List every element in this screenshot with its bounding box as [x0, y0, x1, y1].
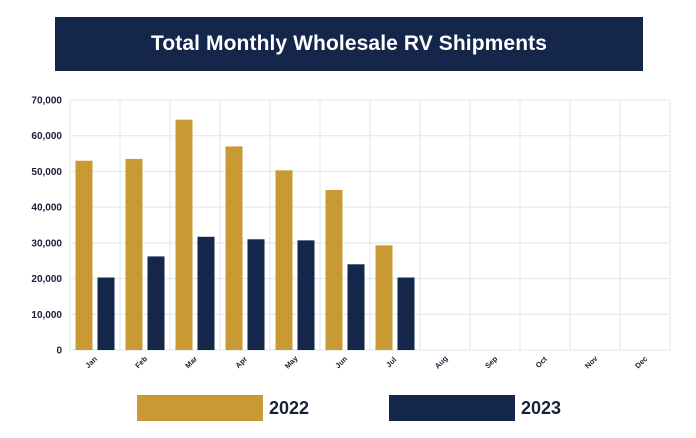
bar-2023-apr — [247, 239, 265, 350]
x-tick-label: Dec — [633, 354, 649, 370]
bar-2023-may — [297, 240, 315, 350]
x-tick-label: Mar — [183, 354, 199, 370]
x-tick-label: Aug — [433, 354, 450, 371]
bar-2023-jan — [97, 277, 115, 350]
y-tick-label: 60,000 — [31, 131, 62, 142]
x-tick-label: Jan — [83, 354, 99, 370]
legend-swatch-2023 — [389, 395, 515, 421]
x-tick-label: Nov — [583, 353, 600, 370]
y-tick-label: 10,000 — [31, 310, 62, 321]
bar-2022-may — [275, 170, 293, 350]
bar-2023-jul — [397, 277, 415, 350]
bar-2022-jun — [325, 190, 343, 350]
y-tick-label: 50,000 — [31, 167, 62, 178]
legend-item-2022: 2022 — [137, 395, 309, 421]
chart-title-banner: Total Monthly Wholesale RV Shipments — [55, 17, 643, 71]
y-tick-label: 40,000 — [31, 203, 62, 214]
chart-title: Total Monthly Wholesale RV Shipments — [150, 32, 548, 55]
bar-2023-jun — [347, 264, 365, 350]
legend-label-2022: 2022 — [269, 397, 310, 418]
bar-2022-feb — [125, 158, 143, 350]
x-tick-label: Feb — [133, 354, 149, 370]
bar-2023-mar — [197, 236, 215, 350]
x-tick-label: Jul — [384, 355, 398, 369]
x-tick-label: Sep — [483, 354, 499, 370]
x-tick-label: Apr — [233, 354, 249, 370]
y-tick-label: 20,000 — [31, 274, 62, 285]
legend-label-2023: 2023 — [521, 397, 562, 418]
y-tick-label: 30,000 — [31, 238, 62, 249]
legend-item-2023: 2023 — [389, 395, 561, 421]
bar-2022-jan — [75, 160, 93, 350]
x-tick-label: Oct — [534, 354, 550, 370]
x-tick-label: Jun — [333, 354, 349, 370]
legend-swatch-2022 — [137, 395, 263, 421]
x-tick-label: May — [283, 353, 300, 370]
bar-2022-jul — [375, 245, 393, 350]
y-tick-label: 0 — [56, 346, 62, 357]
bar-2023-feb — [147, 256, 165, 350]
bar-2022-apr — [225, 146, 243, 350]
y-tick-label: 70,000 — [31, 96, 62, 107]
bar-2022-mar — [175, 119, 193, 351]
